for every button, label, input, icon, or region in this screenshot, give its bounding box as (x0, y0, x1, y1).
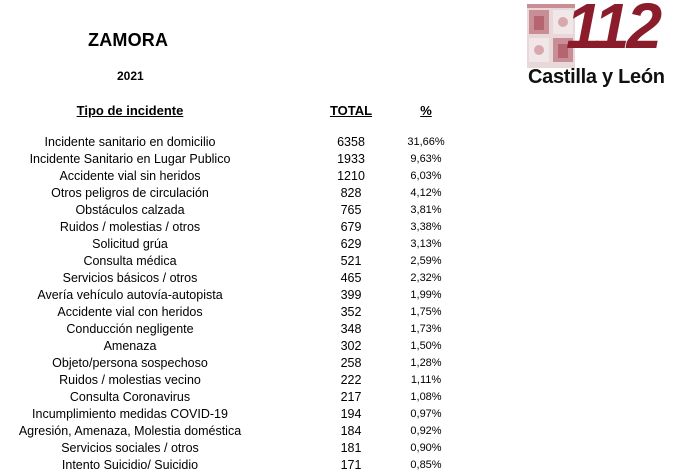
table-row: Otros peligros de circulación 828 4,12% (0, 186, 696, 203)
incident-percent: 0,90% (410, 442, 442, 454)
incident-total: 302 (340, 339, 362, 353)
table-row: Servicios sociales / otros 181 0,90% (0, 441, 696, 458)
castilla-leon-coat-of-arms-icon (527, 4, 575, 68)
table-row: Obstáculos calzada 765 3,81% (0, 203, 696, 220)
incident-type: Conducción negligente (66, 322, 194, 336)
incident-total: 348 (340, 322, 362, 336)
table-row: Amenaza 302 1,50% (0, 339, 696, 356)
incident-type: Servicios básicos / otros (62, 271, 198, 285)
year-label: 2021 (117, 69, 144, 83)
column-header-total: TOTAL (329, 103, 373, 118)
incident-type: Solicitud grúa (92, 237, 168, 251)
incident-total: 352 (340, 305, 362, 319)
incident-percent: 1,99% (410, 289, 442, 301)
column-header-type: Tipo de incidente (76, 103, 184, 118)
incident-type: Avería vehículo autovía-autopista (37, 288, 223, 302)
incident-percent: 1,08% (410, 391, 442, 403)
incident-percent: 6,03% (410, 170, 442, 182)
table-row: Ruidos / molestias / otros 679 3,38% (0, 220, 696, 237)
table-row: Intento Suicidio/ Suicidio 171 0,85% (0, 458, 696, 475)
incident-total: 184 (340, 424, 362, 438)
table-row: Servicios básicos / otros 465 2,32% (0, 271, 696, 288)
column-header-percent: % (420, 103, 432, 118)
table-row: Incumplimiento medidas COVID-19 194 0,97% (0, 407, 696, 424)
incident-type: Intento Suicidio/ Suicidio (61, 458, 199, 472)
table-row: Consulta médica 521 2,59% (0, 254, 696, 271)
incident-total: 465 (340, 271, 362, 285)
table-row: Avería vehículo autovía-autopista 399 1,99… (0, 288, 696, 305)
incident-type: Ruidos / molestias / otros (59, 220, 201, 234)
incident-type: Incumplimiento medidas COVID-19 (32, 407, 228, 421)
incident-percent: 3,13% (410, 238, 442, 250)
table-row: Conducción negligente 348 1,73% (0, 322, 696, 339)
incident-percent: 3,81% (410, 204, 442, 216)
incident-total: 1933 (337, 152, 365, 166)
incident-percent: 2,32% (410, 272, 442, 284)
incident-total: 181 (340, 441, 362, 455)
incident-total: 679 (340, 220, 362, 234)
incident-total: 828 (340, 186, 362, 200)
incident-total: 399 (340, 288, 362, 302)
incident-percent: 1,75% (410, 306, 442, 318)
incident-type: Consulta médica (83, 254, 177, 268)
incident-total: 521 (340, 254, 362, 268)
incident-total: 629 (340, 237, 362, 251)
incident-total: 194 (340, 407, 362, 421)
incident-percent: 1,11% (410, 374, 442, 386)
table-row: Accidente vial sin heridos 1210 6,03% (0, 169, 696, 186)
incident-type: Incidente sanitario en domicilio (44, 135, 216, 149)
logo-number: 112 (566, 0, 662, 62)
incident-table: Incidente sanitario en domicilio 6358 31,6… (0, 135, 696, 475)
table-row: Ruidos / molestias vecino 222 1,11% (0, 373, 696, 390)
incident-type: Accidente vial con heridos (57, 305, 203, 319)
incident-total: 765 (340, 203, 362, 217)
table-row: Incidente Sanitario en Lugar Publico 1933… (0, 152, 696, 169)
table-row: Agresión, Amenaza, Molestia doméstica 184… (0, 424, 696, 441)
incident-percent: 1,50% (410, 340, 442, 352)
incident-percent: 1,28% (410, 357, 442, 369)
page-title: ZAMORA (88, 30, 169, 50)
incident-total: 222 (340, 373, 362, 387)
incident-type: Obstáculos calzada (75, 203, 185, 217)
incident-percent: 9,63% (410, 153, 442, 165)
incident-type: Incidente Sanitario en Lugar Publico (29, 152, 231, 166)
incident-percent: 0,85% (410, 459, 442, 471)
incident-total: 217 (340, 390, 362, 404)
incident-total: 6358 (337, 135, 365, 149)
incident-total: 258 (340, 356, 362, 370)
incident-type: Amenaza (103, 339, 157, 353)
incident-type: Otros peligros de circulación (51, 186, 209, 200)
incident-type: Consulta Coronavirus (69, 390, 191, 404)
table-row: Objeto/persona sospechoso 258 1,28% (0, 356, 696, 373)
incident-type: Accidente vial sin heridos (59, 169, 201, 183)
incident-total: 1210 (337, 169, 365, 183)
incident-type: Objeto/persona sospechoso (52, 356, 208, 370)
table-row: Consulta Coronavirus 217 1,08% (0, 390, 696, 407)
logo-112-castilla-leon: 112 Castilla y León (524, 0, 692, 92)
incident-percent: 3,38% (410, 221, 442, 233)
incident-type: Agresión, Amenaza, Molestia doméstica (18, 424, 242, 438)
table-row: Accidente vial con heridos 352 1,75% (0, 305, 696, 322)
incident-percent: 31,66% (407, 136, 445, 148)
incident-percent: 2,59% (410, 255, 442, 267)
logo-region: Castilla y León (528, 66, 665, 88)
incident-type: Servicios sociales / otros (61, 441, 199, 455)
table-row: Incidente sanitario en domicilio 6358 31,6… (0, 135, 696, 152)
incident-percent: 0,97% (410, 408, 442, 420)
incident-total: 171 (340, 458, 362, 472)
incident-percent: 4,12% (410, 187, 442, 199)
incident-type: Ruidos / molestias vecino (59, 373, 201, 387)
incident-percent: 1,73% (410, 323, 442, 335)
incident-percent: 0,92% (410, 425, 442, 437)
table-row: Solicitud grúa 629 3,13% (0, 237, 696, 254)
